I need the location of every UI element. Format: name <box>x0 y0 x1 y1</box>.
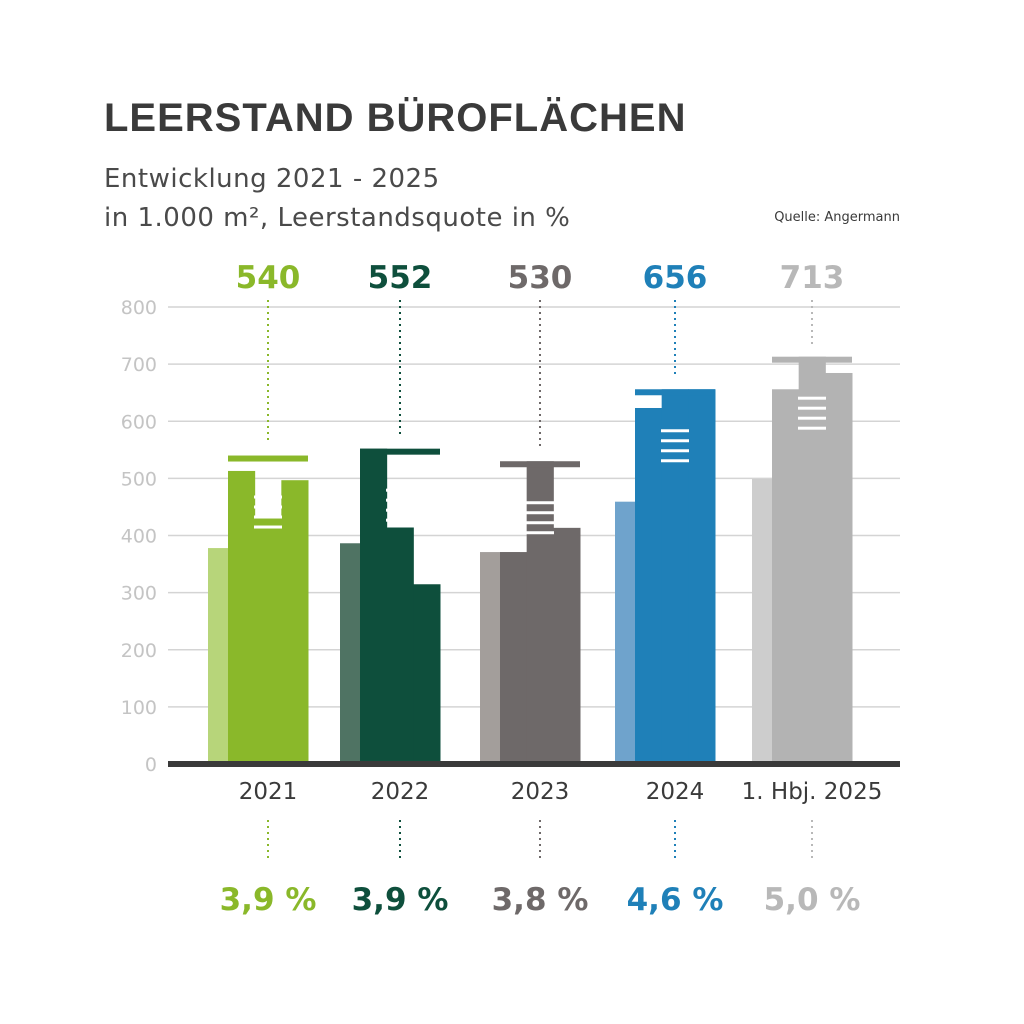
x-tick-label: 2024 <box>646 779 705 805</box>
bar-segment <box>553 527 581 764</box>
bar-window-line <box>798 396 826 400</box>
bar-window-line <box>661 439 689 443</box>
chart-subtitle-line1: Entwicklung 2021 - 2025 <box>104 164 440 194</box>
x-tick-label: 2021 <box>239 779 298 805</box>
bar-window-line <box>661 459 689 463</box>
bar-segment <box>413 584 441 764</box>
y-tick-label: 0 <box>145 754 157 776</box>
value-label: 713 <box>780 260 845 296</box>
bar-segment <box>281 480 309 764</box>
y-tick-label: 100 <box>121 697 157 719</box>
vacancy-rate-label: 3,9 % <box>352 882 449 918</box>
bar-window-line <box>386 508 414 512</box>
chart-subtitle-line2: in 1.000 m², Leerstandsquote in % <box>104 203 571 233</box>
y-tick-label: 700 <box>121 354 157 376</box>
value-label: 656 <box>643 260 708 296</box>
source-note: Quelle: Angermann <box>774 210 900 225</box>
vacancy-rate-label: 3,9 % <box>220 882 317 918</box>
bar-segment <box>772 389 800 764</box>
x-tick-label: 2022 <box>371 779 430 805</box>
bar-segment <box>661 389 689 764</box>
bar-segment <box>688 389 716 764</box>
bar-window-line <box>798 406 826 410</box>
bar-window-line <box>254 495 282 499</box>
bar-segment <box>526 461 554 764</box>
bar-value-cap <box>500 461 580 468</box>
value-label: 540 <box>236 260 301 296</box>
bar-window-line <box>254 525 282 529</box>
bar-value-cap <box>360 448 440 455</box>
bar-window-line <box>386 518 414 522</box>
vacancy-rate-label: 5,0 % <box>764 882 861 918</box>
bar-window-line <box>526 511 554 515</box>
bar-segment <box>825 372 853 764</box>
y-tick-label: 400 <box>121 526 157 548</box>
bar-window-line <box>661 429 689 433</box>
bar-window-line <box>254 515 282 519</box>
bar-window-line <box>254 505 282 509</box>
y-tick-label: 800 <box>121 297 157 319</box>
y-tick-label: 300 <box>121 583 157 605</box>
y-tick-label: 200 <box>121 640 157 662</box>
x-tick-label: 1. Hbj. 2025 <box>742 779 883 805</box>
y-tick-label: 500 <box>121 468 157 490</box>
vacancy-rate-label: 4,6 % <box>627 882 724 918</box>
chart-title: LEERSTAND BÜROFLÄCHEN <box>104 96 687 140</box>
bar-segment <box>228 470 256 764</box>
bar-value-cap <box>228 455 308 462</box>
bar-window-line <box>798 416 826 420</box>
bar-window-line <box>386 488 414 492</box>
bar-window-line <box>526 521 554 525</box>
bar-segment <box>635 407 663 764</box>
labels: 540 2021 3,9 % 552 2022 3,9 % 530 2023 3,8 % 656 2… <box>220 260 883 918</box>
value-label: 552 <box>368 260 433 296</box>
x-tick-label: 2023 <box>511 779 570 805</box>
bar-value-cap <box>772 356 852 363</box>
bar-window-line <box>386 498 414 502</box>
bar-segment <box>798 356 826 764</box>
bar-window-line <box>526 531 554 535</box>
bar-segment <box>254 517 282 764</box>
vacancy-rate-label: 3,8 % <box>492 882 589 918</box>
bars <box>208 356 853 764</box>
y-tick-label: 600 <box>121 411 157 433</box>
value-label: 530 <box>508 260 573 296</box>
bar-window-line <box>526 501 554 505</box>
bar-window-line <box>661 449 689 453</box>
bar-value-cap <box>635 389 715 396</box>
bar-segment <box>360 448 388 764</box>
y-axis-ticks: 0 100 200 300 400 500 600 700 800 <box>121 297 157 776</box>
bar-window-line <box>798 426 826 430</box>
bar-segment <box>500 552 528 764</box>
bar-segment <box>386 527 414 764</box>
